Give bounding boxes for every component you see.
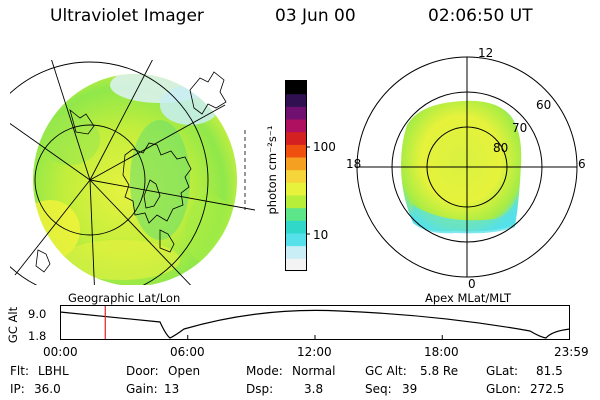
timeline-x-label-1200: 12:00 [297,345,332,359]
altitude-curve [60,309,571,339]
timeline-x-label-2359: 23:59 [554,345,589,359]
info-flt-value: LBHL [38,364,69,378]
mlat-label-80: 80 [493,141,509,155]
colorbar-stripe [286,131,307,145]
info-glon-label: GLon: [486,382,521,396]
info-seq-label: Seq: [365,382,392,396]
info-glat-label: GLat: [486,364,519,378]
info-dsp-value: 3.8 [304,382,324,396]
lat-lon-grid [10,60,255,285]
colorbar-stripe [286,182,307,196]
colorbar-stripe [286,233,307,247]
color-scale-bar [285,80,310,272]
info-gcalt-label: GC Alt: [365,364,407,378]
colorbar-stripe [286,258,307,272]
info-gain-value: 13 [164,382,180,396]
colorbar-stripe [286,106,307,120]
colorbar-stripe [286,245,307,259]
geographic-map [10,60,255,285]
info-ip-value: 36.0 [34,382,61,396]
mlat-label-60: 60 [536,98,552,112]
colorbar-stripe [286,169,307,183]
timeline-x-label-0600: 06:00 [170,345,205,359]
colorbar-tick-100: 100 [313,140,336,154]
info-ip-label: IP: [10,382,25,396]
mlt-axes [357,57,577,277]
timeline-y-min: 1.8 [28,329,47,343]
info-mode-value: Normal [292,364,336,378]
timeline-y-max: 9.0 [28,307,47,321]
coastlines [35,71,227,273]
colorbar-stripe [286,81,307,95]
colorbar-stripe [286,144,307,158]
info-door-value: Open [168,364,201,378]
info-gcalt-value: 5.8 Re [420,364,459,378]
mlt-label-0: 0 [468,277,476,291]
colorbar-stripe [286,119,307,133]
app-title: Ultraviolet Imager [50,6,204,26]
info-gain-label: Gain: [126,382,158,396]
info-door-label: Door: [126,364,159,378]
info-glat-value: 81.5 [536,364,563,378]
mlt-label-6: 6 [578,157,586,171]
mlat-label-70: 70 [512,121,528,135]
observation-time: 02:06:50 UT [428,6,533,26]
observation-date: 03 Jun 00 [275,6,356,26]
colorbar-stripe [286,93,307,107]
colorbar-tick-10: 10 [313,228,329,242]
magnetic-polar-plot [356,56,578,278]
timeline-axis-title: GC Alt [6,306,20,344]
colorbar-stripe [286,157,307,171]
timeline-x-label-0000: 00:00 [43,345,78,359]
info-seq-value: 39 [402,382,418,396]
geographic-map-label: Geographic Lat/Lon [68,291,181,305]
colorbar-stripe [286,220,307,234]
timeline-x-label-1800: 18:00 [424,345,459,359]
mlt-label-12: 12 [478,46,494,60]
colorbar-unit-label: photon cm⁻²s⁻¹ [265,125,279,215]
info-dsp-label: Dsp: [246,382,274,396]
info-glon-value: 272.5 [530,382,565,396]
altitude-timeline [60,305,571,340]
info-flt-label: Flt: [10,364,29,378]
info-mode-label: Mode: [246,364,283,378]
colorbar-stripe [286,207,307,221]
colorbar-stripe [286,195,307,209]
mlt-label-18: 18 [346,157,362,171]
apex-map-label: Apex MLat/MLT [425,291,512,305]
